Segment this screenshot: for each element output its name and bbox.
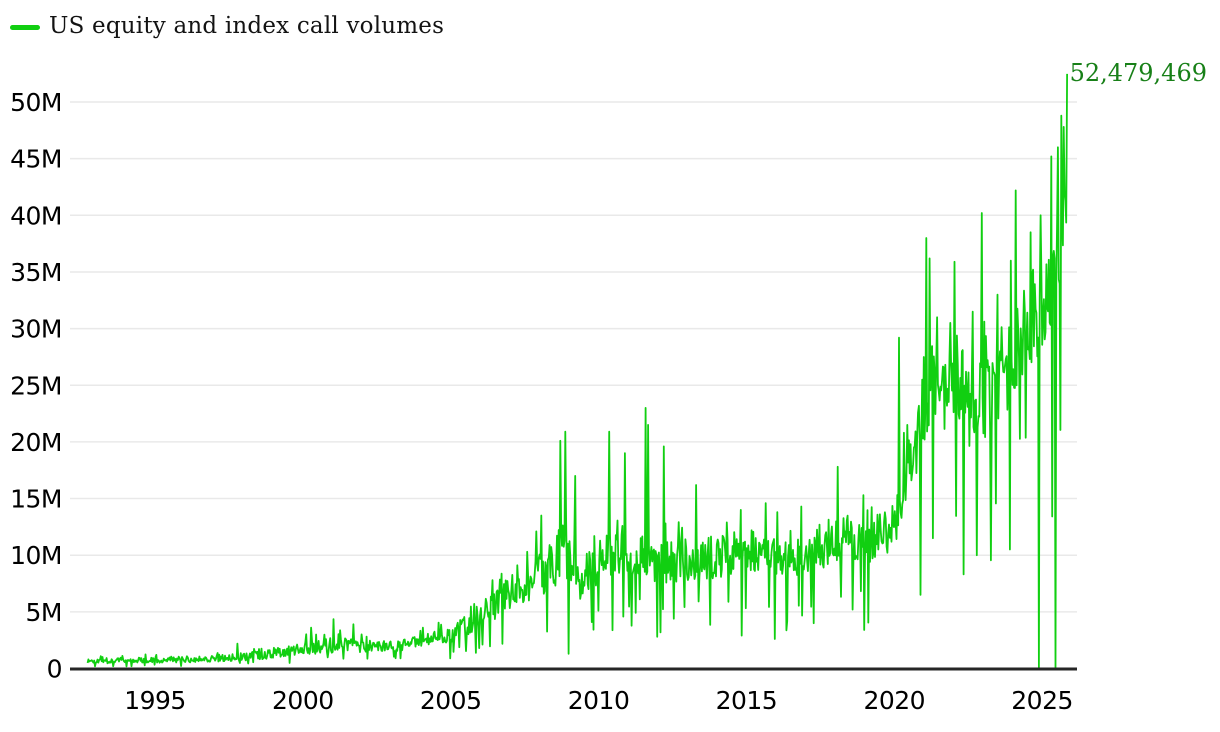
y-tick-label: 5M — [26, 598, 62, 627]
x-tick-label: 2020 — [863, 686, 925, 715]
y-tick-label: 50M — [10, 88, 62, 117]
x-tick-label: 2005 — [420, 686, 482, 715]
y-axis-tick-labels: 0 5M 10M 15M 20M 25M 30M 35M 40M 45M 50M — [10, 88, 62, 684]
x-tick-label: 2025 — [1011, 686, 1073, 715]
y-tick-label: 35M — [10, 258, 62, 287]
y-tick-label: 40M — [10, 201, 62, 230]
legend: US equity and index call volumes — [10, 13, 444, 39]
gridlines — [70, 101, 1077, 613]
volume-series-line — [86, 73, 1068, 670]
x-axis-tick-labels: 1995 2000 2005 2010 2015 2020 2025 — [124, 686, 1073, 715]
y-tick-label: 30M — [10, 315, 62, 344]
y-tick-label: 25M — [10, 371, 62, 400]
y-tick-label: 0 — [47, 655, 62, 684]
legend-line-swatch — [10, 25, 40, 30]
x-tick-label: 1995 — [124, 686, 186, 715]
y-tick-label: 15M — [10, 485, 62, 514]
last-value-annotation: 52,479,469 — [1070, 59, 1207, 87]
y-tick-label: 10M — [10, 541, 62, 570]
x-tick-label: 2015 — [716, 686, 778, 715]
x-tick-label: 2010 — [568, 686, 630, 715]
legend-label: US equity and index call volumes — [49, 13, 445, 39]
y-tick-label: 45M — [10, 145, 62, 174]
x-tick-label: 2000 — [272, 686, 334, 715]
y-tick-label: 20M — [10, 428, 62, 457]
